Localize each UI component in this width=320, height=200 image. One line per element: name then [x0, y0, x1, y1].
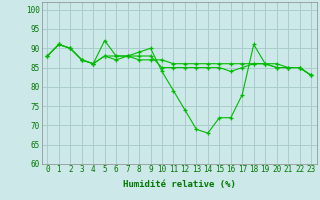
- X-axis label: Humidité relative (%): Humidité relative (%): [123, 180, 236, 189]
